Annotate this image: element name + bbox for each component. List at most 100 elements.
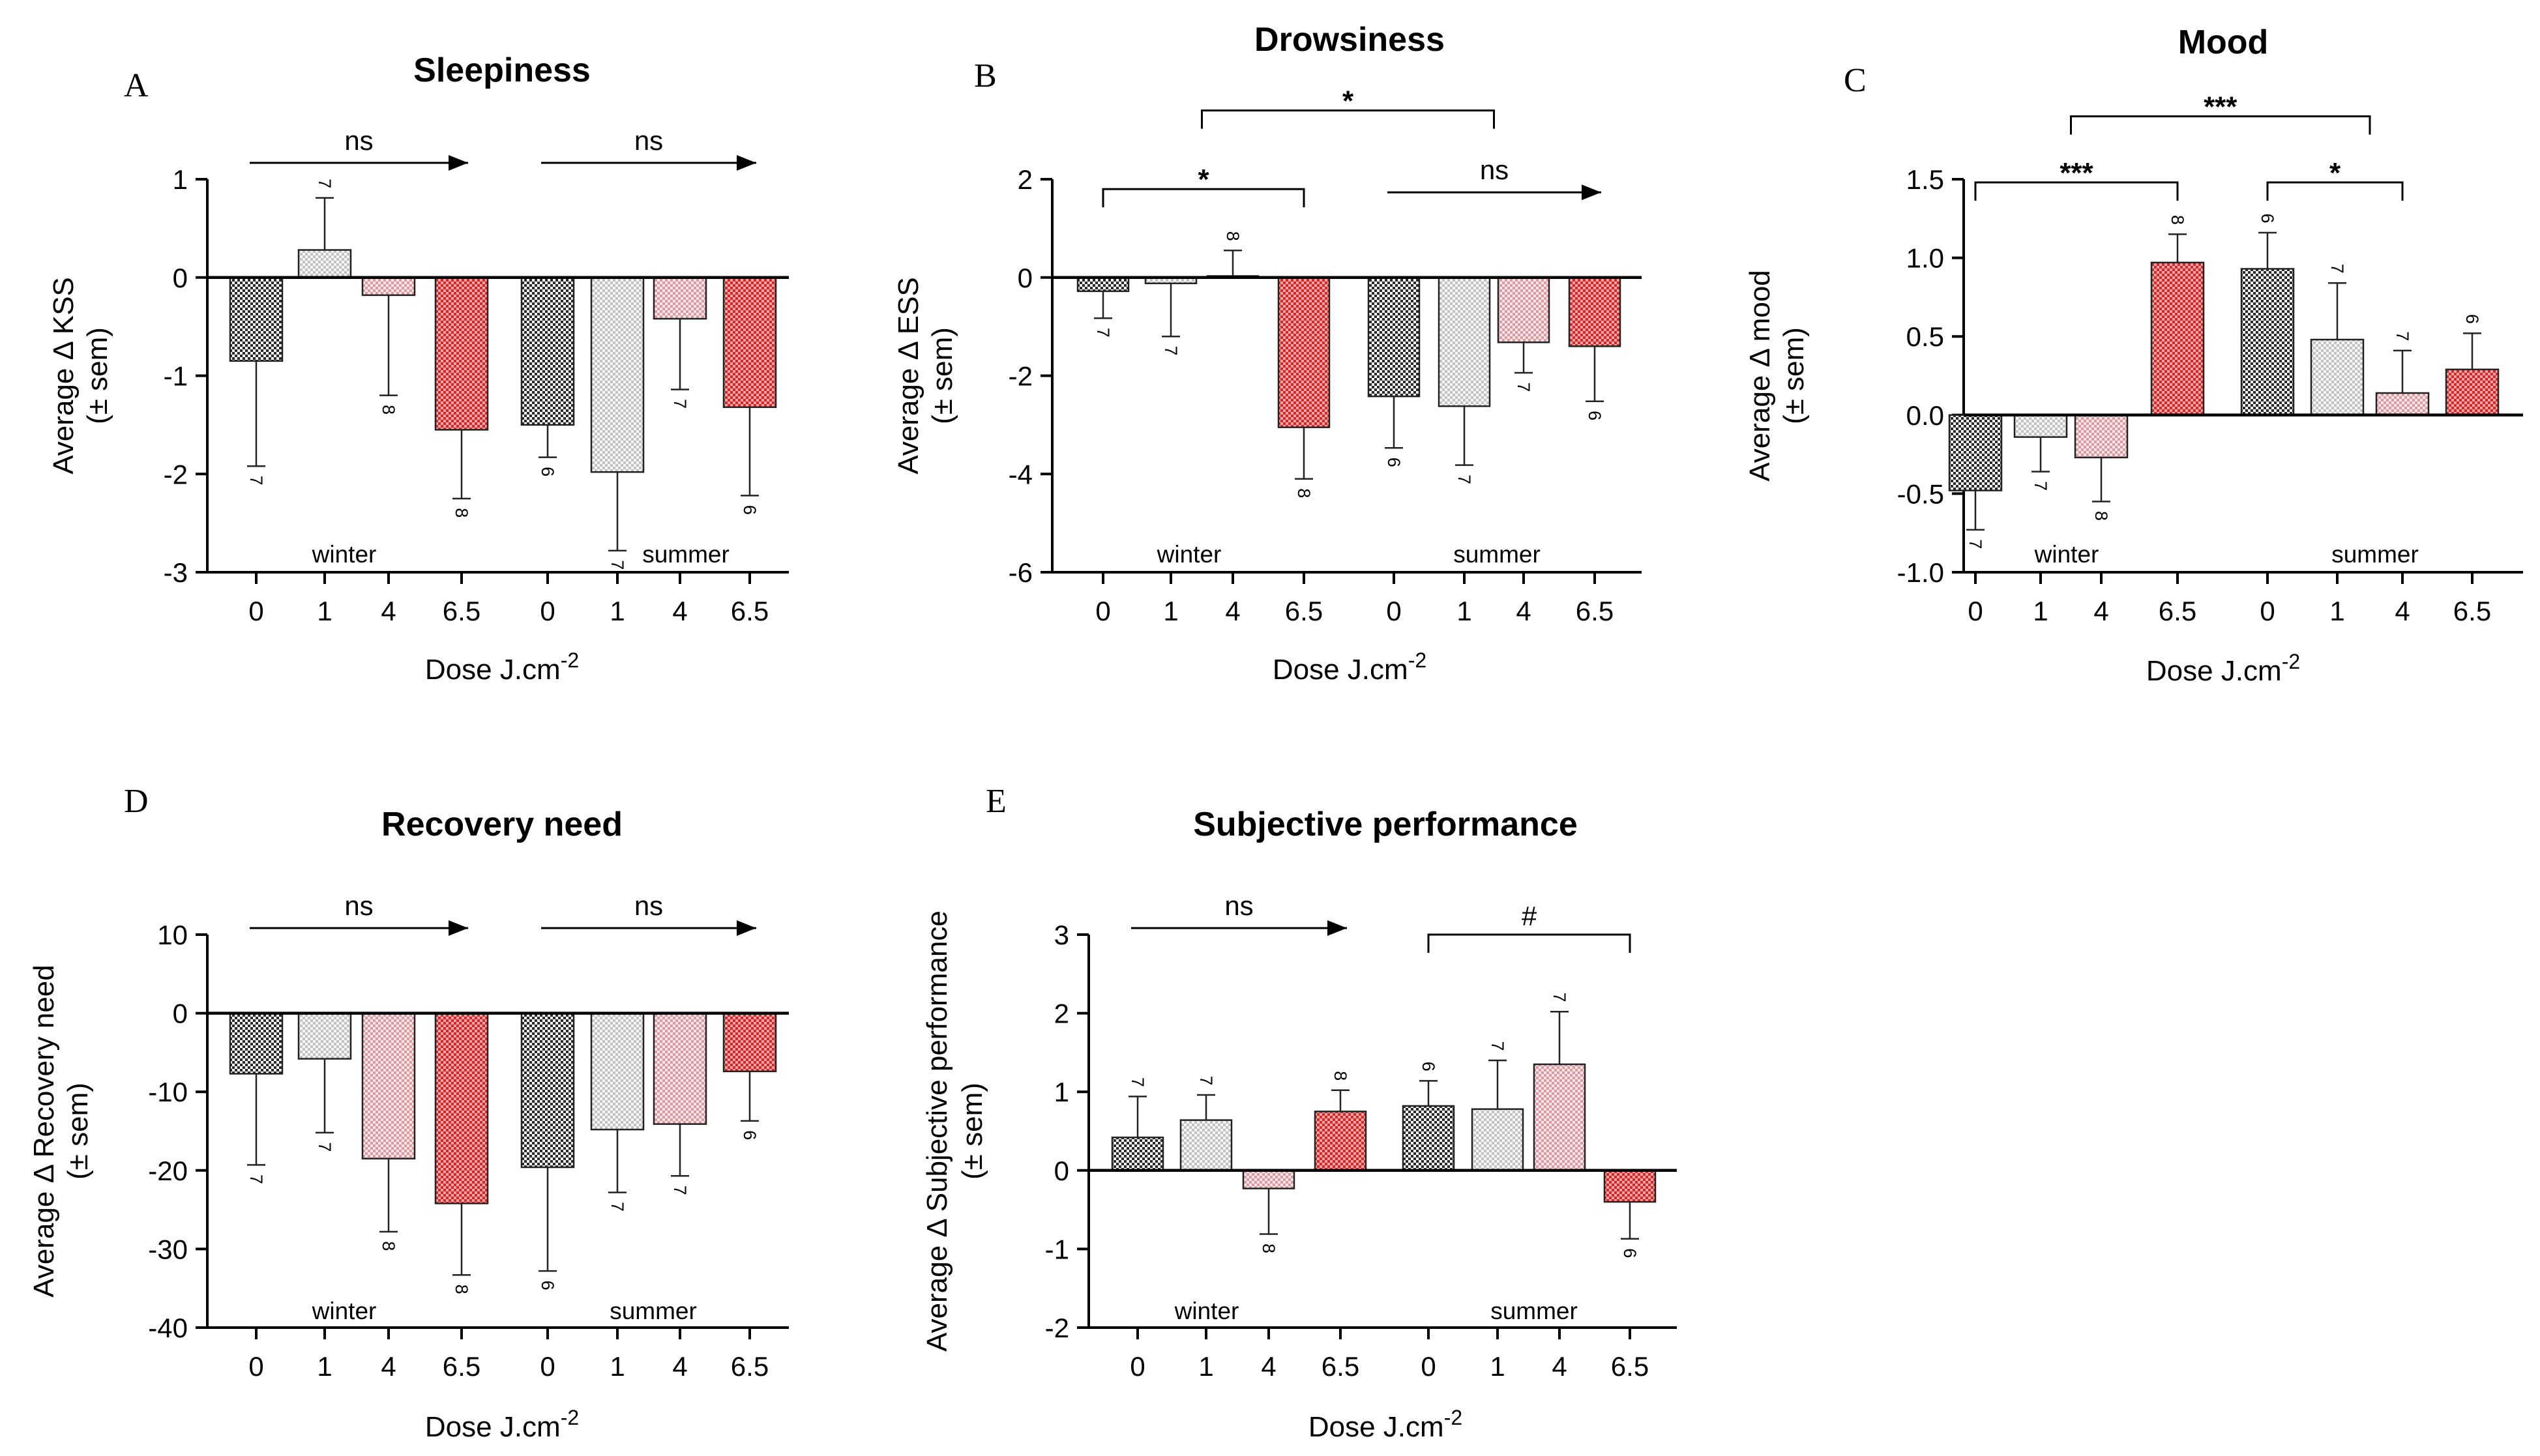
season-label-summer: summer [642, 541, 730, 568]
x-axis-label-text: Dose J.cm [1308, 1411, 1444, 1443]
y-tick-label: 1.0 [1906, 243, 1944, 274]
n-label: 8 [1294, 488, 1314, 498]
x-tick-label: 0 [248, 1351, 263, 1382]
x-axis-label-sup: -2 [561, 648, 579, 672]
x-tick-label: 6.5 [443, 596, 480, 626]
bar-winter-dose-0 [1948, 414, 2003, 491]
bar-winter-dose-1 [2013, 414, 2068, 438]
bar-summer-dose-0 [1402, 1105, 1455, 1172]
y-tick-label: -2 [1009, 361, 1033, 392]
chart-title: Sleepiness [413, 51, 591, 89]
bar-summer-dose-1 [1471, 1108, 1524, 1172]
season-label-summer: summer [1453, 541, 1541, 568]
chart-title: Drowsiness [1254, 21, 1445, 59]
n-label: 7 [1514, 382, 1533, 392]
bar-summer-dose-1 [590, 1012, 645, 1131]
n-label: 8 [2168, 215, 2187, 225]
x-axis-label-sup: -2 [561, 1406, 579, 1429]
x-tick-label: 1 [2033, 596, 2048, 626]
x-tick-label: 4 [381, 596, 396, 626]
x-tick-label: 6.5 [1322, 1351, 1359, 1382]
x-axis-label-sup: -2 [2282, 650, 2300, 673]
x-tick-label: 4 [2093, 596, 2108, 626]
n-label: 6 [538, 467, 557, 476]
x-tick-label: 4 [2395, 596, 2410, 626]
y-tick-label: -6 [1009, 557, 1033, 588]
n-label: 7 [1488, 1041, 1507, 1051]
y-tick-label: 0.0 [1906, 400, 1944, 431]
season-label-winter: winter [1157, 541, 1222, 568]
bar-winter-dose-6-5 [1314, 1111, 1367, 1172]
bar-summer-dose-1 [2310, 338, 2365, 416]
n-label: 6 [538, 1281, 557, 1290]
bar-winter-dose-4 [2074, 414, 2129, 459]
x-tick-label: 0 [248, 596, 263, 626]
bar-summer-dose-6-5 [1568, 276, 1621, 347]
y-tick-label: -10 [148, 1077, 188, 1107]
x-axis-label-text: Dose J.cm [1273, 654, 1408, 686]
x-axis-label-text: Dose J.cm [2146, 655, 2282, 687]
n-label: 7 [315, 179, 334, 188]
x-tick-label: 1 [1490, 1351, 1505, 1382]
y-tick-label: 0 [1054, 1156, 1069, 1186]
y-tick-label: -30 [148, 1234, 188, 1264]
n-label: 7 [1550, 993, 1569, 1002]
y-axis-label: Average Δ ESS [893, 277, 924, 474]
x-tick-label: 4 [1225, 596, 1240, 626]
n-label: 8 [452, 1285, 471, 1294]
y-tick-label: 0 [173, 263, 188, 293]
y-tick-label: -40 [148, 1313, 188, 1343]
x-tick-label: 1 [1163, 596, 1178, 626]
bar-winter-dose-4 [361, 276, 416, 297]
n-label: 8 [452, 508, 471, 517]
x-tick-label: 0 [2260, 596, 2275, 626]
bar-summer-dose-0 [520, 1012, 575, 1169]
bar-winter-dose-0 [229, 1012, 284, 1075]
x-tick-label: 1 [2329, 596, 2344, 626]
annotation-label: ns [1224, 890, 1253, 921]
y-tick-label: 1.5 [1906, 164, 1944, 195]
y-axis-label: Average Δ Subjective performance [921, 910, 953, 1352]
season-label-summer: summer [2331, 541, 2419, 568]
n-label: 6 [740, 505, 760, 515]
n-label: 7 [1966, 539, 1985, 549]
n-label: 6 [1419, 1062, 1438, 1071]
bar-winter-dose-6-5 [434, 276, 489, 431]
annotation-label: # [1522, 901, 1537, 931]
n-label: 7 [1128, 1077, 1147, 1087]
n-label: 8 [2091, 511, 2111, 521]
significance-bracket [1427, 933, 1631, 953]
x-tick-label: 4 [672, 1351, 687, 1382]
annotation-label: *** [2060, 157, 2093, 189]
panel-letter: C [1844, 62, 1867, 99]
annotation-label: ns [344, 125, 373, 156]
bar-summer-dose-6-5 [2445, 368, 2500, 416]
n-label: 6 [1585, 411, 1604, 420]
significance-bracket [1102, 188, 1305, 208]
n-label: 6 [1620, 1248, 1640, 1258]
y-tick-label: -1 [1045, 1234, 1069, 1264]
x-tick-label: 0 [1386, 596, 1401, 626]
n-label: 7 [2327, 264, 2347, 274]
x-tick-label: 1 [610, 596, 625, 626]
panel-letter: A [124, 67, 149, 104]
n-label: 8 [379, 405, 398, 415]
n-label: 7 [1196, 1076, 1216, 1086]
x-tick-label: 6.5 [1576, 596, 1614, 626]
y-axis-label: Average Δ Recovery need [28, 965, 60, 1297]
x-tick-label: 1 [610, 1351, 625, 1382]
y-tick-label: 3 [1054, 920, 1069, 950]
n-label: 8 [1331, 1071, 1350, 1081]
y-axis-label: Average Δ KSS [48, 277, 80, 474]
panel-letter: D [124, 783, 149, 820]
n-label: 7 [246, 476, 266, 486]
bar-winter-dose-0 [1111, 1136, 1164, 1172]
annotation-label: ns [634, 890, 663, 921]
bar-summer-dose-4 [1497, 276, 1550, 343]
x-axis-label-sup: -2 [1444, 1406, 1462, 1429]
y-axis-label-sem: (± sem) [956, 1083, 988, 1180]
y-tick-label: 2 [1018, 164, 1033, 195]
panel-b-drowsiness: B Drowsiness 2 0 -2 -4 -6 7 0 7 1 8 4 8 6.5 6 0 7 1 7 4 6 6.5 w… [893, 21, 1642, 686]
